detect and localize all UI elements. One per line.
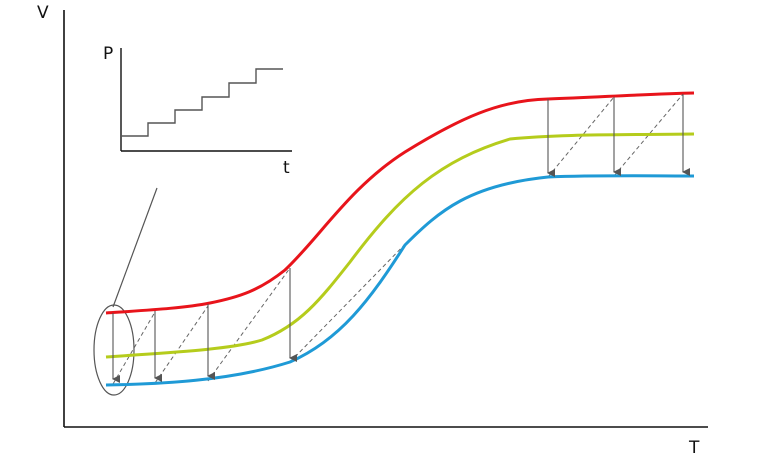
inset-x-label: t [283,158,290,178]
top-curve [105,91,695,315]
dashed-connector [207,267,291,382]
callout-line [112,187,158,308]
inset-y-label: P [103,44,113,64]
dashed-connector [547,96,615,178]
inset-staircase [121,68,283,137]
y-axis-label: V [37,3,49,23]
middle-curve [105,132,695,359]
drop-arrows [112,94,690,383]
bottom-curve [105,174,695,387]
dashed-connector [154,305,209,384]
x-axis-label: T [688,438,700,456]
inset-graph: P t [103,44,292,178]
dashed-connector [289,233,416,363]
zoom-ellipse [93,304,135,396]
dashed-connectors [112,93,684,385]
dashed-connector [613,93,684,177]
